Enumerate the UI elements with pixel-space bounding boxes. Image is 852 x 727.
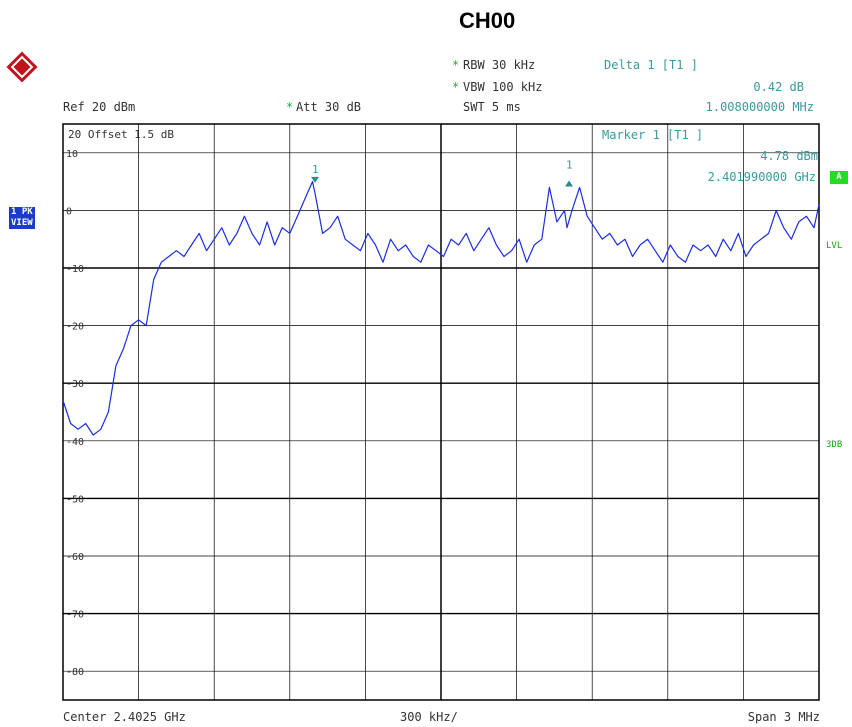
y-tick-label: -50 bbox=[66, 494, 84, 505]
rbw-asterisk: * bbox=[452, 58, 460, 72]
y-tick-label: -60 bbox=[66, 552, 84, 563]
delta-frequency: 1.008000000 MHz bbox=[705, 100, 814, 114]
swt-label: SWT 5 ms bbox=[463, 100, 521, 114]
marker-level: 4.78 dBm bbox=[760, 149, 818, 163]
3db-indicator: 3DB bbox=[826, 440, 843, 450]
trace-detector-label: 1 PK bbox=[11, 207, 33, 217]
lvl-indicator: LVL bbox=[826, 241, 843, 251]
marker-frequency: 2.401990000 GHz bbox=[707, 170, 816, 184]
delta-title: Delta 1 [T1 ] bbox=[604, 58, 698, 72]
trace-view-label: VIEW bbox=[11, 218, 33, 228]
y-tick-label: -30 bbox=[66, 379, 84, 390]
center-frequency: Center 2.4025 GHz bbox=[63, 710, 186, 724]
y-tick-label: -10 bbox=[66, 264, 84, 275]
att-label: Att 30 dB bbox=[296, 100, 362, 114]
y-tick-label: -40 bbox=[66, 437, 84, 448]
marker-label: 1 bbox=[312, 163, 319, 176]
y-tick-label: -80 bbox=[66, 667, 84, 678]
trace-mode-badge: 1 PK VIEW bbox=[9, 207, 35, 229]
y-tick-label: 0 bbox=[66, 206, 72, 217]
marker-triangle bbox=[565, 180, 574, 187]
y-tick-label: -20 bbox=[66, 322, 84, 333]
y-tick-label: 10 bbox=[66, 149, 78, 160]
ref-label: Ref 20 dBm bbox=[63, 100, 136, 114]
offset-label: 20 Offset 1.5 dB bbox=[68, 128, 174, 141]
rbw-label: RBW 30 kHz bbox=[463, 58, 536, 72]
trace-group bbox=[62, 181, 820, 436]
plot-grid bbox=[62, 123, 820, 701]
vbw-asterisk: * bbox=[452, 80, 460, 94]
delta-level: 0.42 dB bbox=[753, 80, 804, 94]
y-tick-label: -70 bbox=[66, 610, 84, 621]
span-label: Span 3 MHz bbox=[747, 710, 820, 724]
marker-triangle bbox=[311, 176, 319, 183]
trace-line bbox=[62, 181, 820, 436]
trace-a-indicator: A bbox=[830, 171, 848, 184]
frequency-per-division: 300 kHz/ bbox=[400, 710, 458, 724]
marker-title: Marker 1 [T1 ] bbox=[602, 128, 704, 142]
marker-label: 1 bbox=[566, 158, 573, 171]
vbw-label: VBW 100 kHz bbox=[463, 80, 543, 94]
y-tick-labels: 10 0 -10 -20 -30 -40 -50 -60 -70 -80 bbox=[66, 149, 84, 678]
rohde-schwarz-logo bbox=[4, 50, 44, 84]
chart-title: CH00 bbox=[459, 8, 516, 33]
att-asterisk: * bbox=[286, 100, 294, 114]
